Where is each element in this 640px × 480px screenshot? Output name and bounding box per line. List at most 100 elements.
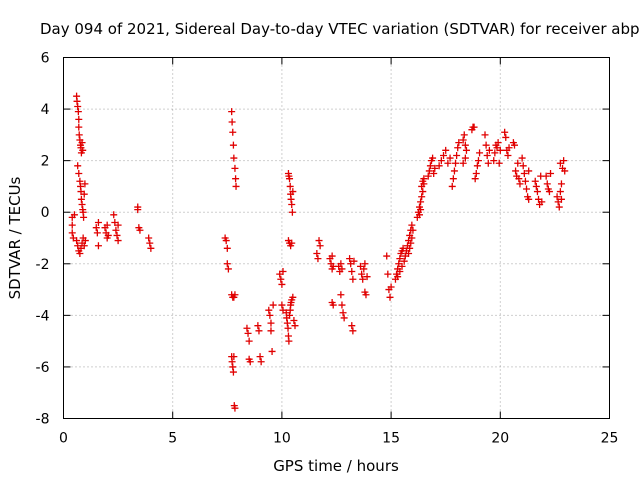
data-point (483, 151, 491, 159)
y-tick-label: -2 (36, 257, 50, 273)
data-point (406, 244, 414, 252)
data-point (473, 162, 481, 170)
y-tick-label: -8 (36, 412, 50, 428)
data-point (512, 167, 520, 175)
data-point (147, 244, 155, 252)
data-point (77, 195, 85, 203)
data-point (68, 221, 76, 229)
data-point (359, 275, 367, 283)
data-point (112, 226, 120, 234)
data-point (472, 170, 480, 178)
data-point (459, 136, 467, 144)
data-point (229, 141, 237, 149)
data-point (92, 224, 100, 232)
x-tick-label: 20 (491, 431, 509, 447)
data-point (245, 337, 253, 345)
data-point (538, 198, 546, 206)
data-point (114, 237, 122, 245)
data-point (485, 146, 493, 154)
y-tick-label: -6 (36, 360, 50, 376)
data-point (481, 131, 489, 139)
data-point (424, 172, 432, 180)
data-point (394, 273, 402, 281)
data-point (525, 195, 533, 203)
data-point (556, 159, 564, 167)
data-point (288, 200, 296, 208)
data-point (502, 133, 510, 141)
data-point (482, 141, 490, 149)
data-point (363, 273, 371, 281)
data-point (349, 275, 357, 283)
data-point (418, 193, 426, 201)
data-point (284, 324, 292, 332)
data-point (453, 151, 461, 159)
data-point (442, 146, 450, 154)
data-point (265, 306, 273, 314)
data-point (337, 291, 345, 299)
data-point (504, 151, 512, 159)
data-point (229, 368, 237, 376)
data-point (254, 322, 262, 330)
data-point (246, 358, 254, 366)
data-point (476, 149, 484, 157)
data-point (268, 347, 276, 355)
data-point (267, 319, 275, 327)
data-point (279, 268, 287, 276)
data-point (228, 358, 236, 366)
data-point (74, 108, 82, 116)
data-point (78, 139, 86, 147)
data-point (78, 200, 86, 208)
data-point (542, 172, 550, 180)
data-point (287, 195, 295, 203)
data-point (384, 270, 392, 278)
data-point (386, 293, 394, 301)
data-point (349, 327, 357, 335)
data-point (452, 159, 460, 167)
data-point (450, 167, 458, 175)
data-point (348, 322, 356, 330)
data-point (313, 249, 321, 257)
data-point (223, 260, 231, 268)
data-point (340, 314, 348, 322)
data-point (230, 353, 238, 361)
data-point (314, 255, 322, 263)
data-point (94, 219, 102, 227)
data-point (104, 231, 112, 239)
data-point (145, 234, 153, 242)
data-point (415, 211, 423, 219)
data-point (231, 404, 239, 412)
data-point (431, 164, 439, 172)
data-point (75, 131, 83, 139)
y-tick-label: 2 (41, 154, 50, 170)
data-point (75, 115, 83, 123)
data-point (553, 193, 561, 201)
data-point (267, 327, 275, 335)
data-point (426, 162, 434, 170)
data-point (362, 291, 370, 299)
data-point (555, 203, 563, 211)
data-point (290, 317, 298, 325)
data-point (134, 206, 142, 214)
data-point (387, 283, 395, 291)
data-point (531, 177, 539, 185)
data-point (557, 180, 565, 188)
data-point (75, 170, 83, 178)
data-point (286, 182, 294, 190)
data-point (232, 175, 240, 183)
data-point (223, 244, 231, 252)
data-point (514, 159, 522, 167)
data-point (462, 146, 470, 154)
grid-lines (63, 57, 610, 419)
data-point (228, 118, 236, 126)
x-tick-label: 25 (601, 431, 619, 447)
data-point (417, 198, 425, 206)
data-point (496, 146, 504, 154)
data-point (361, 260, 369, 268)
data-point (68, 229, 76, 237)
data-point (474, 157, 482, 165)
data-point (417, 206, 425, 214)
data-point (440, 151, 448, 159)
data-point (360, 265, 368, 273)
data-point (76, 249, 84, 257)
